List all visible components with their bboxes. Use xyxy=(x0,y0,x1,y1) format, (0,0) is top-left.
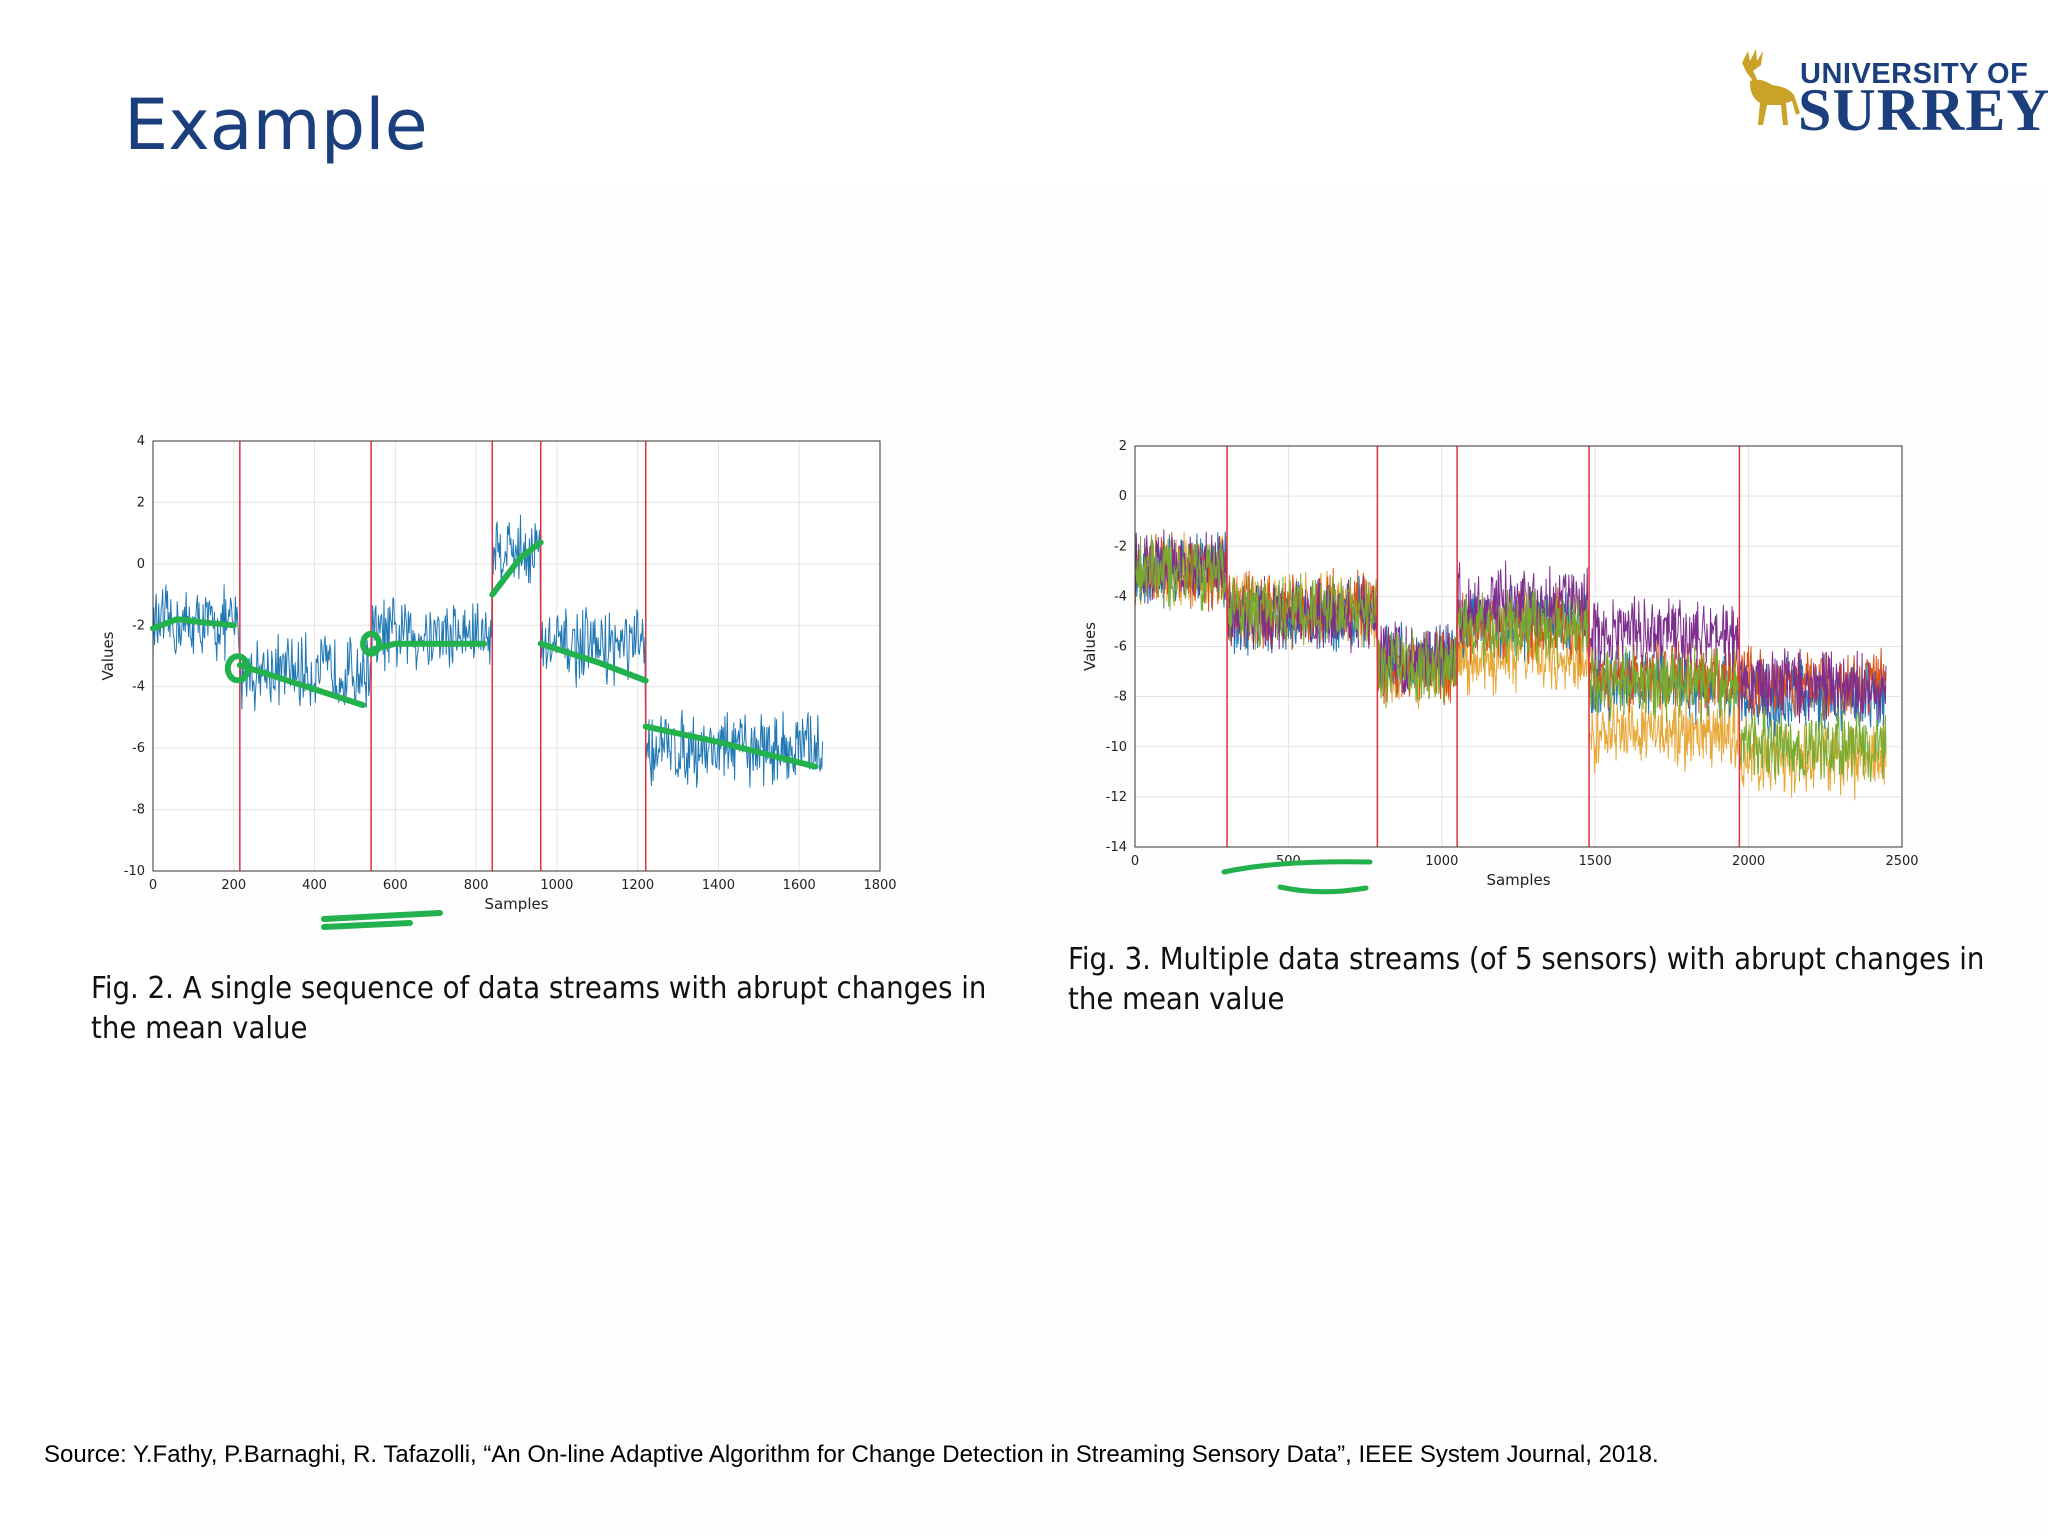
annotation-mean-line xyxy=(489,539,544,598)
figure-2-caption: Fig. 2. A single sequence of data stream… xyxy=(91,971,987,1046)
x-tick-label: 1200 xyxy=(621,878,654,893)
y-tick-label: 4 xyxy=(137,434,145,449)
y-tick-label: -14 xyxy=(1106,840,1127,855)
y-tick-label: -4 xyxy=(1114,589,1127,604)
y-tick-label: -2 xyxy=(132,618,145,633)
y-tick-label: -2 xyxy=(1114,539,1127,554)
annotation-underline xyxy=(1221,859,1373,875)
y-tick-label: -6 xyxy=(1114,640,1127,655)
data-series-1 xyxy=(152,514,824,788)
annotation-mean-line xyxy=(537,640,649,684)
annotation-underline xyxy=(1277,884,1369,895)
y-tick-label: -4 xyxy=(132,680,145,695)
plot-area xyxy=(152,440,881,872)
x-tick-label: 1600 xyxy=(783,878,816,893)
figure-3-chart: 0 500 1000 1500 2000 2500-14-12-10-8-6-4-202S… xyxy=(1081,439,1919,895)
y-tick-label: 2 xyxy=(137,495,145,510)
annotation-circle xyxy=(360,630,383,657)
x-axis-label: Samples xyxy=(484,895,548,913)
y-tick-label: 0 xyxy=(137,557,145,572)
x-axis-label: Samples xyxy=(1486,871,1550,889)
annotation-strokes xyxy=(1221,859,1373,895)
x-tick-label: 1500 xyxy=(1579,854,1612,869)
x-tick-label: 0 xyxy=(1131,854,1139,869)
logo-text-surrey: SURREY xyxy=(1798,77,2048,143)
x-tick-label: 200 xyxy=(221,878,246,893)
y-tick-label: -10 xyxy=(124,864,145,879)
y-axis-label: Values xyxy=(1081,622,1099,671)
data-series-5 xyxy=(1134,534,1887,783)
x-tick-label: 1000 xyxy=(1425,854,1458,869)
y-tick-label: -8 xyxy=(132,803,145,818)
x-tick-label: 400 xyxy=(302,878,327,893)
annotation-circle xyxy=(224,653,251,684)
annotation-strokes xyxy=(150,539,819,930)
source-citation: Source: Y.Fathy, P.Barnaghi, R. Tafazoll… xyxy=(44,1441,1659,1468)
y-tick-label: -12 xyxy=(1106,790,1127,805)
x-tick-label: 2000 xyxy=(1732,854,1765,869)
annotation-underline xyxy=(321,910,443,930)
figure-2-chart: 0 200 400 600 800 1000 1200 1400 1600 1800 -10 -8 -6… xyxy=(99,434,897,930)
annotation-mean-line xyxy=(642,723,819,770)
x-tick-label: 1000 xyxy=(540,878,573,893)
y-tick-label: 2 xyxy=(1119,439,1127,454)
annotation-mean-line xyxy=(150,616,237,632)
annotation-mean-line xyxy=(236,662,366,709)
figure-3-caption: Fig. 3. Multiple data streams (of 5 sens… xyxy=(1068,942,1985,1017)
x-tick-label: 0 xyxy=(149,878,157,893)
x-tick-label: 600 xyxy=(383,878,408,893)
stag-icon xyxy=(1742,49,1800,125)
slide-title: Example xyxy=(124,84,428,166)
x-tick-label: 2500 xyxy=(1885,854,1918,869)
y-tick-label: -8 xyxy=(1114,690,1127,705)
logo-text-university: UNIVERSITY OF xyxy=(1800,58,2029,90)
y-tick-label: -10 xyxy=(1106,740,1127,755)
y-tick-label: -6 xyxy=(132,741,145,756)
x-tick-label: 1400 xyxy=(702,878,735,893)
x-tick-label: 800 xyxy=(464,878,489,893)
y-tick-label: 0 xyxy=(1119,489,1127,504)
y-axis-label: Values xyxy=(99,631,117,680)
x-tick-label: 1800 xyxy=(863,878,896,893)
plot-frame xyxy=(1134,445,1903,848)
university-logo xyxy=(1742,49,1800,125)
plot-frame xyxy=(152,440,881,872)
